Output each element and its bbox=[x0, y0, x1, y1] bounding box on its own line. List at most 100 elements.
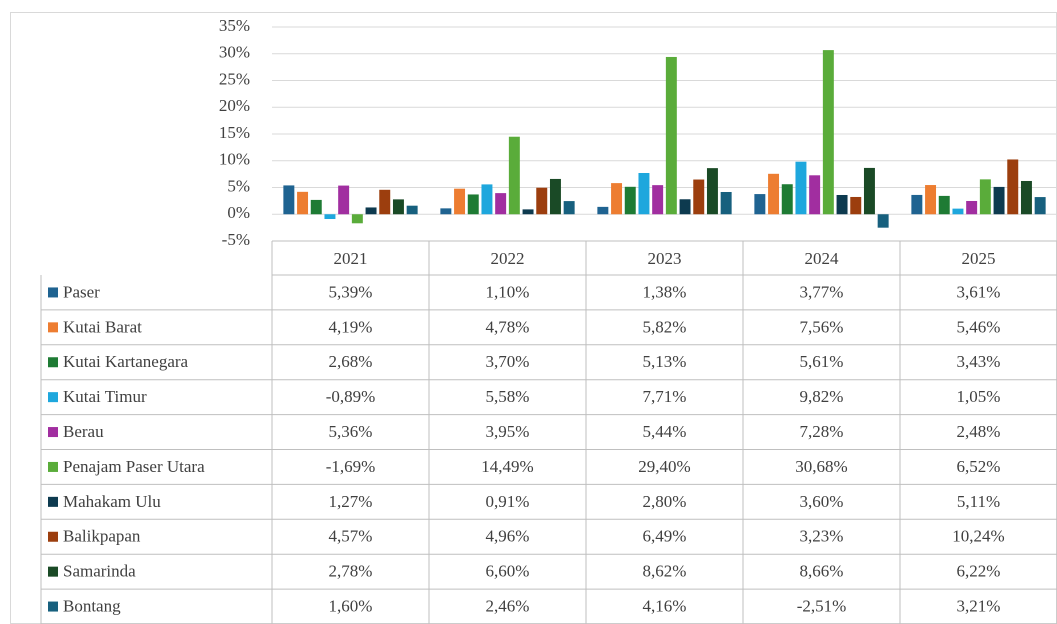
y-tick-label: -5% bbox=[222, 230, 250, 249]
bar bbox=[454, 188, 466, 215]
legend-swatch bbox=[48, 322, 58, 333]
data-label: 7,71% bbox=[643, 387, 687, 406]
data-label: 5,11% bbox=[957, 492, 1000, 511]
bar bbox=[536, 187, 548, 215]
y-tick-label: 5% bbox=[227, 176, 250, 195]
data-label: 5,44% bbox=[643, 422, 687, 441]
data-label: 5,58% bbox=[486, 387, 530, 406]
y-tick-label: 15% bbox=[219, 123, 250, 142]
bar bbox=[979, 179, 991, 215]
data-label: 6,22% bbox=[957, 562, 1001, 581]
bar bbox=[310, 199, 322, 215]
bar bbox=[481, 184, 493, 215]
data-label: -1,69% bbox=[326, 457, 376, 476]
bar bbox=[938, 195, 950, 215]
bar bbox=[693, 179, 705, 215]
bar bbox=[822, 50, 834, 215]
legend-label: Berau bbox=[63, 422, 104, 441]
data-label: 4,19% bbox=[329, 317, 373, 336]
data-label: 30,68% bbox=[795, 457, 847, 476]
bar bbox=[754, 194, 766, 215]
y-tick-label: 0% bbox=[227, 203, 250, 222]
data-label: 7,28% bbox=[800, 422, 844, 441]
data-label: 2,68% bbox=[329, 352, 373, 371]
bar bbox=[508, 136, 520, 215]
bar bbox=[836, 194, 848, 215]
data-label: 14,49% bbox=[481, 457, 533, 476]
legend-swatch bbox=[48, 531, 58, 542]
legend-swatch bbox=[48, 287, 58, 298]
bar bbox=[952, 208, 964, 215]
bar bbox=[877, 214, 889, 228]
y-tick-label: 30% bbox=[219, 43, 250, 62]
data-label: 0,91% bbox=[486, 492, 530, 511]
bar bbox=[652, 185, 664, 215]
bar bbox=[1007, 159, 1019, 215]
bar bbox=[795, 161, 807, 215]
data-label: 8,66% bbox=[800, 562, 844, 581]
legend-label: Kutai Barat bbox=[63, 317, 142, 336]
bar bbox=[1034, 197, 1046, 215]
bar bbox=[706, 168, 718, 215]
legend-label: Balikpapan bbox=[63, 527, 141, 546]
bar bbox=[597, 206, 609, 215]
x-tick-label: 2021 bbox=[334, 249, 368, 268]
data-label: 4,57% bbox=[329, 527, 373, 546]
legend-label: Bontang bbox=[63, 596, 121, 615]
data-label: 3,60% bbox=[800, 492, 844, 511]
bar bbox=[495, 193, 507, 215]
data-label: 5,82% bbox=[643, 317, 687, 336]
bar bbox=[351, 214, 363, 224]
y-tick-label: 10% bbox=[219, 150, 250, 169]
bar bbox=[679, 199, 691, 215]
bar bbox=[781, 184, 793, 215]
data-label: 6,52% bbox=[957, 457, 1001, 476]
data-label: 5,13% bbox=[643, 352, 687, 371]
bar bbox=[440, 208, 452, 215]
legend-swatch bbox=[48, 601, 58, 612]
bar bbox=[406, 205, 418, 215]
data-label: 1,27% bbox=[329, 492, 373, 511]
legend-swatch bbox=[48, 566, 58, 577]
x-tick-label: 2024 bbox=[805, 249, 840, 268]
bar bbox=[863, 167, 875, 215]
bar bbox=[324, 214, 336, 220]
legend-label: Paser bbox=[63, 282, 100, 301]
data-label: 10,24% bbox=[952, 527, 1004, 546]
legend-swatch bbox=[48, 496, 58, 507]
bar bbox=[768, 173, 780, 215]
data-label: 3,61% bbox=[957, 282, 1001, 301]
bar bbox=[611, 183, 623, 215]
data-label: 5,61% bbox=[800, 352, 844, 371]
legend-swatch bbox=[48, 427, 58, 438]
bar bbox=[720, 191, 732, 215]
data-label: 1,60% bbox=[329, 596, 373, 615]
data-label: 4,78% bbox=[486, 317, 530, 336]
bar bbox=[563, 201, 575, 215]
bar bbox=[379, 189, 391, 215]
bar bbox=[467, 194, 479, 215]
data-label: 3,23% bbox=[800, 527, 844, 546]
legend-swatch bbox=[48, 357, 58, 368]
bar bbox=[297, 191, 309, 215]
bar bbox=[283, 185, 295, 215]
bar bbox=[522, 209, 534, 215]
data-label: 1,38% bbox=[643, 282, 687, 301]
legend-label: Penajam Paser Utara bbox=[63, 457, 205, 476]
legend-label: Mahakam Ulu bbox=[63, 492, 161, 511]
data-label: 7,56% bbox=[800, 317, 844, 336]
data-label: 2,78% bbox=[329, 562, 373, 581]
bar bbox=[850, 196, 862, 215]
data-label: 2,46% bbox=[486, 596, 530, 615]
data-label: -2,51% bbox=[797, 596, 847, 615]
bar bbox=[966, 200, 978, 215]
bar bbox=[809, 175, 821, 215]
data-label: 29,40% bbox=[638, 457, 690, 476]
x-tick-label: 2025 bbox=[962, 249, 996, 268]
x-tick-label: 2022 bbox=[491, 249, 525, 268]
data-label: 5,36% bbox=[329, 422, 373, 441]
data-label: 3,70% bbox=[486, 352, 530, 371]
data-label: 6,49% bbox=[643, 527, 687, 546]
legend-label: Samarinda bbox=[63, 562, 136, 581]
